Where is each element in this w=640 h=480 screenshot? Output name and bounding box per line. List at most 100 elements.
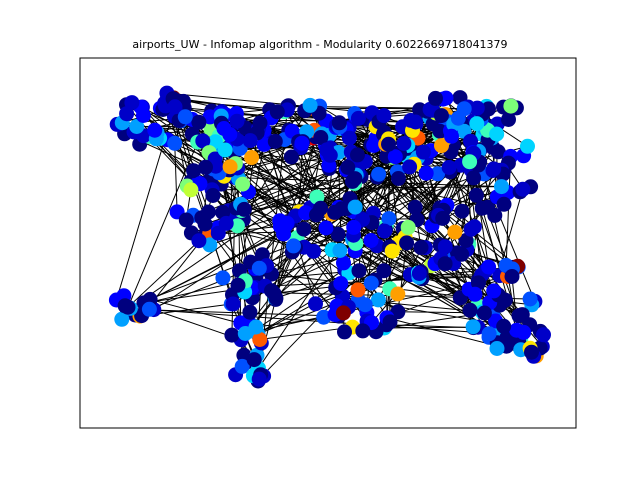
graph-node xyxy=(462,302,478,318)
graph-node xyxy=(294,135,310,151)
graph-node xyxy=(363,233,379,248)
graph-node xyxy=(536,327,551,343)
graph-node xyxy=(286,238,301,254)
graph-node xyxy=(396,136,412,151)
graph-node xyxy=(216,121,232,136)
graph-node xyxy=(246,352,262,368)
graph-node xyxy=(355,323,371,339)
graph-node xyxy=(390,304,406,320)
graph-node xyxy=(390,171,406,186)
plot-title: airports_UW - Infomap algorithm - Modula… xyxy=(132,38,508,51)
graph-node xyxy=(408,114,424,130)
graph-node xyxy=(384,243,400,259)
graph-node xyxy=(215,270,231,286)
graph-node xyxy=(229,218,245,234)
graph-node xyxy=(463,221,479,237)
graph-node xyxy=(522,291,538,307)
graph-node xyxy=(178,212,194,228)
graph-node xyxy=(331,115,347,131)
graph-node xyxy=(341,130,357,146)
graph-node xyxy=(471,275,486,291)
graph-node xyxy=(515,181,531,197)
graph-node xyxy=(244,150,260,165)
graph-edge xyxy=(259,326,353,340)
graph-node xyxy=(269,104,285,120)
graph-node xyxy=(468,187,484,203)
graph-node xyxy=(242,133,258,149)
graph-node xyxy=(462,154,478,170)
graph-node xyxy=(454,246,470,262)
graph-edge xyxy=(218,172,284,235)
graph-node xyxy=(347,171,363,187)
graph-edge xyxy=(262,254,344,314)
graph-node xyxy=(191,114,207,130)
graph-node xyxy=(437,239,453,255)
graph-node xyxy=(316,309,332,325)
graph-node xyxy=(381,136,396,152)
graph-node xyxy=(346,219,362,235)
graph-node xyxy=(251,260,267,276)
graph-node xyxy=(124,95,140,111)
graph-node xyxy=(336,255,351,271)
graph-node xyxy=(318,220,334,236)
graph-node xyxy=(490,144,506,160)
graph-node xyxy=(129,119,145,134)
graph-node xyxy=(516,324,532,340)
graph-node xyxy=(202,109,218,125)
graph-node xyxy=(313,130,329,145)
graph-node xyxy=(469,116,485,132)
graph-node xyxy=(350,110,366,126)
graph-edge xyxy=(358,270,388,318)
graph-node xyxy=(191,233,207,249)
graph-node xyxy=(418,165,434,181)
graph-node xyxy=(489,341,505,356)
graph-node xyxy=(266,285,282,301)
graph-node xyxy=(222,159,238,175)
graph-node xyxy=(433,108,449,124)
graph-node xyxy=(332,243,348,258)
graph-node xyxy=(434,138,449,154)
graph-node xyxy=(230,277,246,293)
graph-node xyxy=(195,133,211,149)
graph-node xyxy=(413,240,429,255)
graph-node xyxy=(387,149,403,165)
graph-node xyxy=(481,259,497,275)
graph-node xyxy=(248,319,264,335)
graph-edge xyxy=(127,234,206,308)
graph-node xyxy=(242,304,258,320)
graph-node xyxy=(296,221,312,237)
graph-node xyxy=(308,296,323,312)
graph-node xyxy=(335,305,351,321)
graph-node xyxy=(435,210,451,226)
graph-node xyxy=(496,196,512,212)
graph-node xyxy=(236,201,252,217)
graph-node xyxy=(466,170,482,186)
graph-node xyxy=(217,142,233,158)
graph-node xyxy=(201,204,216,220)
graph-node xyxy=(444,128,459,144)
graph-node xyxy=(496,318,512,334)
graph-node xyxy=(330,226,346,242)
graph-node xyxy=(340,159,356,175)
graph-node xyxy=(350,282,366,298)
graph-edge xyxy=(328,134,387,157)
graph-node xyxy=(441,159,457,175)
graph-node xyxy=(381,211,397,227)
graph-node xyxy=(229,113,245,129)
node-layer xyxy=(108,85,551,389)
graph-node xyxy=(252,332,268,347)
graph-edge xyxy=(173,116,188,187)
graph-node xyxy=(428,90,443,106)
graph-node xyxy=(167,99,183,115)
graph-node xyxy=(197,216,213,232)
graph-node xyxy=(407,199,423,215)
graph-edge xyxy=(127,141,199,308)
graph-node xyxy=(235,176,251,192)
graph-node xyxy=(399,235,415,251)
graph-node xyxy=(357,297,373,313)
graph-node xyxy=(437,256,453,272)
graph-node xyxy=(183,182,199,198)
graph-node xyxy=(481,326,497,342)
graph-node xyxy=(469,100,485,116)
graph-edge xyxy=(130,307,499,335)
